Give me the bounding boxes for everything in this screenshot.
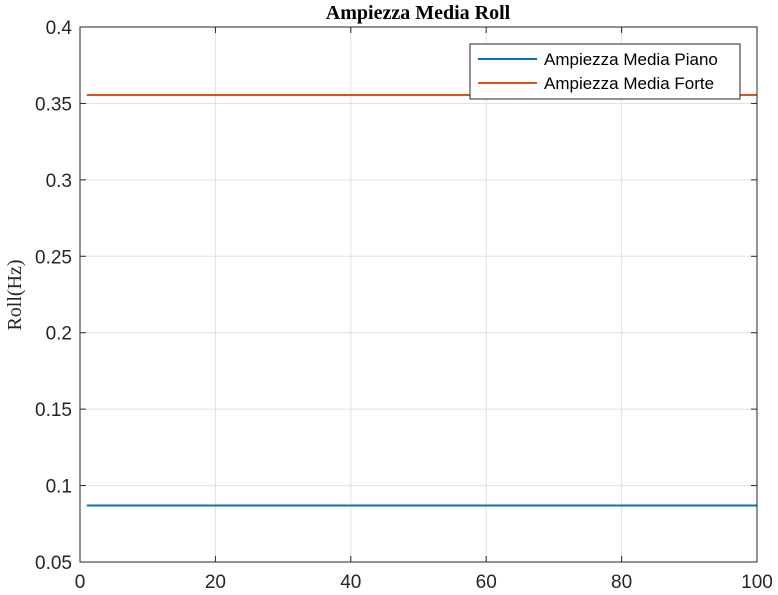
x-tick-label: 40 [340,572,361,593]
y-tick-label: 0.3 [46,171,72,192]
legend: Ampiezza Media Piano Ampiezza Media Forte [469,43,741,100]
chart-title: Ampiezza Media Roll [326,2,511,24]
x-tick-label: 0 [75,572,86,593]
axes-box [79,26,758,563]
y-axis-label: Roll(Hz) [4,259,26,330]
x-tick-label: 100 [741,572,773,593]
grid [80,27,757,562]
plot-area [80,27,757,562]
x-axis-ticks: 0 20 40 60 80 100 [75,27,773,593]
x-tick-label: 20 [205,572,226,593]
y-axis-ticks: 0.05 0.1 0.15 0.2 0.25 0.3 0.35 0.4 [35,18,757,574]
x-tick-label: 60 [476,572,497,593]
y-tick-label: 0.1 [46,477,72,498]
legend-box [469,43,741,100]
y-tick-label: 0.35 [35,94,72,115]
legend-entry-label: Ampiezza Media Piano [544,50,718,69]
y-tick-label: 0.4 [46,18,73,39]
y-tick-label: 0.15 [35,400,72,421]
y-tick-label: 0.05 [35,553,72,574]
y-tick-label: 0.2 [46,324,72,345]
y-tick-label: 0.25 [35,247,72,268]
legend-entry-label: Ampiezza Media Forte [544,74,714,93]
x-tick-label: 80 [611,572,632,593]
